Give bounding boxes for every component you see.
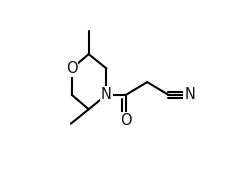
Text: O: O: [66, 61, 78, 76]
Text: N: N: [101, 87, 112, 102]
Text: O: O: [120, 113, 132, 128]
Text: N: N: [184, 87, 195, 102]
